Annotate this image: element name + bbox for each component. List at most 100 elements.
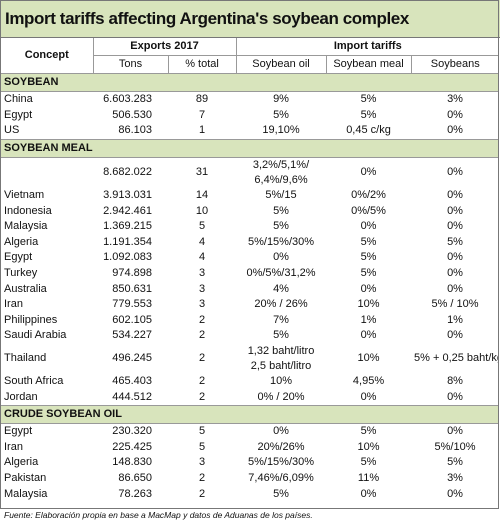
value-cell: 3 xyxy=(198,282,206,295)
value-cell: 230.320 xyxy=(112,425,152,438)
data-row: Turkey 974.898 3 0%/5%/31,2% 5% 0% xyxy=(1,266,499,282)
value-cell: 534.227 xyxy=(112,329,152,342)
cell-line: 3% xyxy=(447,471,463,484)
value-cell: 31 xyxy=(195,166,209,179)
cell-line: 5% xyxy=(360,235,377,248)
value-cell: 20% / 26% xyxy=(236,297,326,313)
value-cell: 0% xyxy=(411,203,499,219)
value-cell: 0% xyxy=(411,266,499,282)
value-cell: 7% xyxy=(236,313,326,329)
data-row: China 6.603.283 89 9% 5% 3% xyxy=(1,92,499,108)
section-title: SOYBEAN xyxy=(1,73,500,92)
value-cell: 0% xyxy=(326,281,411,297)
header-cell: Import tariffs xyxy=(235,38,500,56)
value-cell: 0%/5%/31,2% xyxy=(236,266,326,282)
cell-line: 4,95% xyxy=(352,375,385,388)
cell-line: 5% xyxy=(273,220,289,233)
section-row: SOYBEAN MEAL xyxy=(1,138,500,158)
cell-line: 9% xyxy=(273,93,289,106)
value-cell: 0% xyxy=(236,250,326,266)
column-header: Soybeans xyxy=(410,55,500,74)
value-cell: 5% xyxy=(236,219,326,235)
concept-cell: Algeria xyxy=(4,235,39,248)
cell-line: 5% xyxy=(273,329,289,342)
data-row: Philippines 602.105 2 7% 1% 1% xyxy=(1,313,499,329)
concept-cell: Iran xyxy=(4,440,23,453)
value-cell: 779.553 xyxy=(112,298,152,311)
cell-line: 0% xyxy=(447,166,463,179)
value-cell: 3 xyxy=(198,456,206,469)
value-cell: 5% xyxy=(326,235,411,251)
value-cell: 602.105 xyxy=(112,313,152,326)
data-row: 8.682.022 31 3,2%/5,1%/ 6,4%/9,6% 0% 0% xyxy=(1,157,499,188)
value-cell: 0%/2% xyxy=(326,188,411,204)
concept-cell: Jordan xyxy=(4,390,38,403)
cell-line: 3,2%/5,1%/ xyxy=(252,158,310,171)
value-cell: 0% xyxy=(326,328,411,344)
cell-line: 19,10% xyxy=(262,124,300,137)
data-row: Egypt 230.320 5 0% 5% 0% xyxy=(1,423,499,439)
value-cell: 2 xyxy=(198,352,206,365)
value-cell: 0% xyxy=(411,108,499,124)
cell-line: 0% xyxy=(447,189,463,202)
cell-line: 0% xyxy=(360,166,377,179)
value-cell: 5% xyxy=(411,455,499,471)
value-cell: 11% xyxy=(326,471,411,487)
concept-cell: Indonesia xyxy=(4,204,52,217)
data-row: US 86.103 1 19,10% 0,45 c/kg 0% xyxy=(1,123,499,139)
cell-line: 5% xyxy=(360,425,377,438)
cell-line: 3% xyxy=(447,93,463,106)
concept-cell: China xyxy=(4,93,33,106)
cell-line: 1,32 baht/litro xyxy=(247,344,315,357)
concept-cell: Turkey xyxy=(4,267,38,280)
section-row: SOYBEAN xyxy=(1,73,500,92)
cell-line: 0% xyxy=(360,390,377,403)
value-cell: 2 xyxy=(198,471,206,484)
cell-line: 0% xyxy=(447,487,463,500)
value-cell: 9% xyxy=(236,92,326,108)
value-cell: 5% xyxy=(326,92,411,108)
value-cell: 0% xyxy=(411,157,499,188)
value-cell: 2.942.461 xyxy=(103,204,152,217)
column-header: Tons xyxy=(92,55,168,74)
title: Import tariffs affecting Argentina's soy… xyxy=(0,0,500,38)
value-cell: 5% + 0,25 baht/kg xyxy=(411,344,499,374)
value-cell: 3% xyxy=(411,92,499,108)
value-cell: 5% xyxy=(326,455,411,471)
value-cell: 1% xyxy=(411,313,499,329)
value-cell: 5%/15 xyxy=(236,188,326,204)
data-row: Algeria 1.191.354 4 5%/15%/30% 5% 5% xyxy=(1,235,499,251)
cell-line: 5%/10% xyxy=(434,440,476,453)
section-title: SOYBEAN MEAL xyxy=(1,138,500,158)
value-cell: 5% xyxy=(411,235,499,251)
data-row: Malaysia 1.369.215 5 5% 0% 0% xyxy=(1,219,499,235)
value-cell: 0% / 20% xyxy=(236,389,326,405)
data-row: Australia 850.631 3 4% 0% 0% xyxy=(1,281,499,297)
cell-line: 0% xyxy=(447,390,463,403)
value-cell: 6.603.283 xyxy=(103,93,152,106)
value-cell: 5% / 10% xyxy=(411,297,499,313)
cell-line: 4% xyxy=(273,282,289,295)
table: Concept Exports 2017 Import tariffs Tons% t… xyxy=(1,38,500,502)
concept-cell: Malaysia xyxy=(4,220,48,233)
cell-line: 5%/15 xyxy=(265,189,297,202)
value-cell: 0% xyxy=(411,328,499,344)
value-cell: 1% xyxy=(326,313,411,329)
cell-line: 0% xyxy=(273,251,289,264)
concept-cell: Pakistan xyxy=(4,471,47,484)
cell-line: 5% xyxy=(273,108,289,121)
cell-line: 0% xyxy=(273,425,289,438)
value-cell: 506.530 xyxy=(112,108,152,121)
value-cell: 10% xyxy=(326,297,411,313)
value-cell: 1,32 baht/litro 2,5 baht/litro xyxy=(236,344,326,374)
value-cell: 5%/15%/30% xyxy=(236,455,326,471)
value-cell: 5% xyxy=(236,328,326,344)
value-cell: 148.830 xyxy=(112,456,152,469)
value-cell: 2 xyxy=(198,375,206,388)
value-cell: 5%/10% xyxy=(411,440,499,456)
value-cell: 10% xyxy=(326,344,411,374)
data-row: Thailand 496.245 2 1,32 baht/litro 2,5 baht/… xyxy=(1,344,499,374)
concept-cell: Iran xyxy=(4,298,23,311)
header-cell: Concept xyxy=(1,38,93,74)
